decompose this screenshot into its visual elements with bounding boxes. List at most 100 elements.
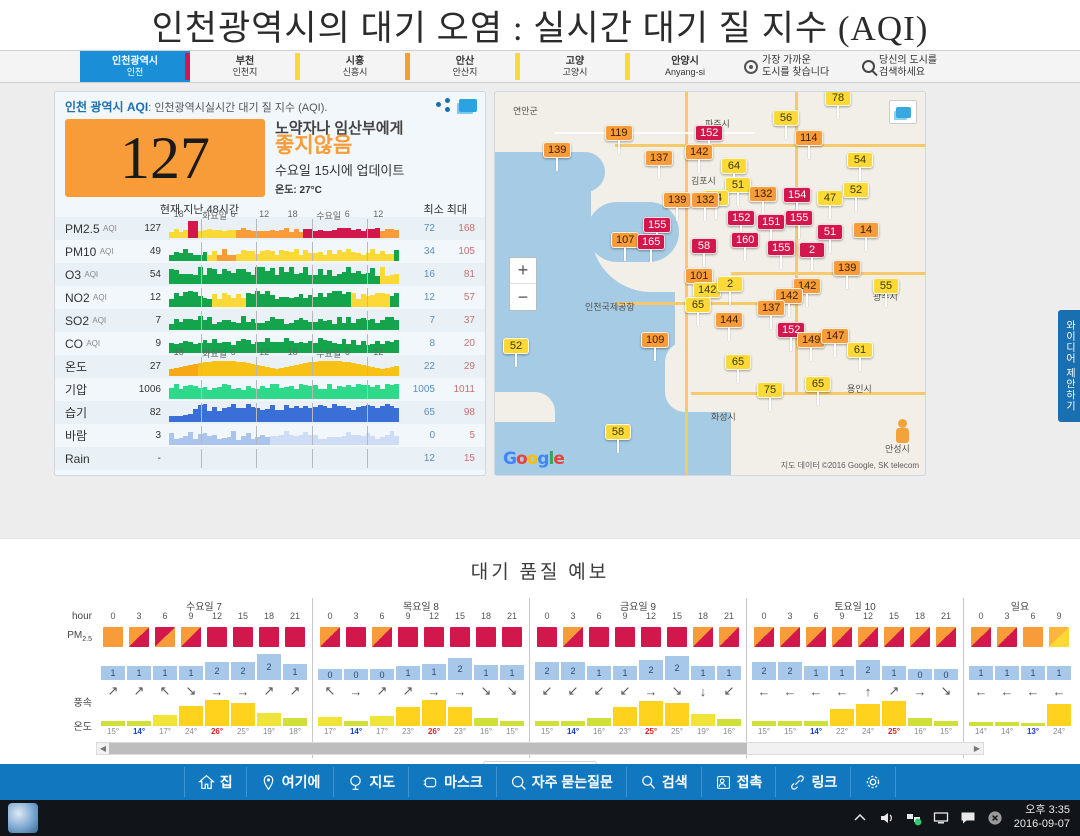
forecast-pm25-cell[interactable]	[499, 627, 525, 647]
forecast-pm25-cell[interactable]	[855, 627, 881, 647]
aqi-map-marker[interactable]: 61	[847, 342, 873, 371]
aqi-map-marker[interactable]: 65	[805, 376, 831, 405]
feedback-side-tab[interactable]: 와이디어 제안하기	[1058, 310, 1080, 422]
aqi-map-marker[interactable]: 154	[783, 187, 812, 216]
forecast-pm25-cell[interactable]	[803, 627, 829, 647]
volume-icon[interactable]	[879, 810, 895, 826]
aqi-map-marker[interactable]: 151	[757, 214, 786, 243]
search-tab-1[interactable]: 당신의 도시를 검색하세요	[858, 51, 976, 82]
taskbar-clock[interactable]: 오후 3:35 2016-09-07	[1014, 804, 1070, 832]
forecast-pm25-cell[interactable]	[178, 627, 204, 647]
city-tab-1[interactable]: 부천 인천지	[190, 51, 300, 82]
aqi-map-marker[interactable]: 75	[757, 382, 783, 411]
aqi-map-marker[interactable]: 109	[641, 332, 670, 361]
forecast-pm25-cell[interactable]	[317, 627, 343, 647]
aqi-map-marker[interactable]: 152	[695, 125, 724, 154]
chevron-up-icon[interactable]	[852, 810, 868, 826]
nav-링크[interactable]: 링크	[776, 767, 852, 797]
forecast-pm25-cell[interactable]	[473, 627, 499, 647]
forecast-pm25-cell[interactable]	[690, 627, 716, 647]
nav-여기에[interactable]: 여기에	[247, 767, 335, 797]
aqi-map-marker[interactable]: 54	[847, 152, 873, 181]
nav-검색[interactable]: 검색	[627, 767, 702, 797]
forecast-pm25-cell[interactable]	[716, 627, 742, 647]
aqi-map-marker[interactable]: 114	[795, 130, 823, 159]
error-icon[interactable]	[987, 810, 1003, 826]
aqi-map-marker[interactable]: 144	[715, 312, 744, 341]
display-icon[interactable]	[933, 810, 949, 826]
forecast-pm25-cell[interactable]	[152, 627, 178, 647]
aqi-map-marker[interactable]: 142	[685, 144, 714, 173]
forecast-pm25-cell[interactable]	[829, 627, 855, 647]
nav-마스크[interactable]: 마스크	[409, 767, 497, 797]
browser-app-icon[interactable]	[8, 803, 38, 833]
forecast-pm25-cell[interactable]	[126, 627, 152, 647]
forecast-pm25-cell[interactable]	[586, 627, 612, 647]
forecast-pm25-cell[interactable]	[560, 627, 586, 647]
forecast-pm25-cell[interactable]	[1020, 627, 1046, 647]
scrollbar-track[interactable]	[109, 743, 971, 754]
aqi-map-marker[interactable]: 51	[817, 224, 843, 253]
pollutant-row[interactable]: CO AQI 9 8 20	[55, 332, 485, 355]
forecast-pm25-cell[interactable]	[369, 627, 395, 647]
aqi-map-marker[interactable]: 139	[663, 192, 692, 221]
forecast-pm25-cell[interactable]	[777, 627, 803, 647]
street-view-pegman-icon[interactable]	[893, 419, 911, 447]
forecast-pm25-cell[interactable]	[447, 627, 473, 647]
nav-settings[interactable]	[851, 767, 897, 797]
aqi-map-marker[interactable]: 155	[785, 210, 814, 239]
aqi-map-marker[interactable]: 65	[685, 297, 711, 326]
forecast-pm25-cell[interactable]	[343, 627, 369, 647]
city-tab-2[interactable]: 시흥 신흥시	[300, 51, 410, 82]
city-tab-5[interactable]: 안양시 Anyang-si	[630, 51, 740, 82]
scroll-right-arrow[interactable]: ▶	[973, 744, 981, 753]
forecast-pm25-cell[interactable]	[612, 627, 638, 647]
forecast-pm25-cell[interactable]	[395, 627, 421, 647]
share-icon[interactable]	[436, 98, 450, 112]
aqi-map-marker[interactable]: 119	[605, 125, 633, 154]
aqi-map-marker[interactable]: 149	[797, 332, 826, 361]
nav-접촉[interactable]: 접촉	[702, 767, 777, 797]
forecast-pm25-cell[interactable]	[968, 627, 994, 647]
forecast-pm25-cell[interactable]	[638, 627, 664, 647]
pollutant-row[interactable]: 습기 82 65 98	[55, 401, 485, 424]
scroll-left-arrow[interactable]: ◀	[99, 744, 107, 753]
forecast-pm25-cell[interactable]	[994, 627, 1020, 647]
aqi-map-marker[interactable]: 51	[725, 177, 751, 206]
aqi-map-marker[interactable]: 56	[773, 110, 799, 139]
aqi-map-marker[interactable]: 137	[757, 300, 786, 329]
pollutant-row[interactable]: PM2.5 AQI 127 18 화요일 6 12 18 수요일 6 12 72 168	[55, 209, 485, 240]
nav-집[interactable]: 집	[183, 767, 247, 797]
aqi-map-marker[interactable]: 2	[717, 276, 743, 305]
forecast-pm25-cell[interactable]	[933, 627, 959, 647]
aqi-map-marker[interactable]: 78	[825, 92, 851, 119]
aqi-map-marker[interactable]: 65	[725, 354, 751, 383]
forecast-pm25-cell[interactable]	[1046, 627, 1072, 647]
aqi-map-marker[interactable]: 137	[645, 150, 674, 179]
forecast-pm25-cell[interactable]	[421, 627, 447, 647]
scrollbar-thumb[interactable]	[109, 743, 747, 754]
aqi-map-marker[interactable]: 147	[821, 328, 850, 357]
aqi-map-marker[interactable]: 155	[767, 240, 796, 269]
aqi-map-marker[interactable]: 64	[721, 158, 747, 187]
aqi-map-marker[interactable]: 139	[543, 142, 572, 171]
nav-지도[interactable]: 지도	[334, 767, 410, 797]
forecast-pm25-cell[interactable]	[100, 627, 126, 647]
pollutant-row[interactable]: SO2 AQI 7 7 37	[55, 309, 485, 332]
forecast-pm25-cell[interactable]	[751, 627, 777, 647]
aqi-map-marker[interactable]: 155	[643, 217, 672, 246]
aqi-map-marker[interactable]: 58	[605, 424, 631, 453]
aqi-map-marker[interactable]: 152	[727, 210, 756, 239]
forecast-pm25-cell[interactable]	[204, 627, 230, 647]
forecast-pm25-cell[interactable]	[907, 627, 933, 647]
message-icon[interactable]	[960, 810, 976, 826]
forecast-pm25-cell[interactable]	[282, 627, 308, 647]
city-tab-0[interactable]: 인천광역시 인천	[80, 51, 190, 82]
aqi-map-marker[interactable]: 132	[691, 192, 720, 221]
pollutant-row[interactable]: PM10 AQI 49 34 105	[55, 240, 485, 263]
pollutant-row[interactable]: 온도 27 18 화요일 6 12 18 수요일 6 12 22 29	[55, 347, 485, 378]
forecast-pm25-cell[interactable]	[256, 627, 282, 647]
forecast-pm25-cell[interactable]	[230, 627, 256, 647]
network-icon[interactable]	[906, 810, 922, 826]
city-tab-4[interactable]: 고양 고양시	[520, 51, 630, 82]
